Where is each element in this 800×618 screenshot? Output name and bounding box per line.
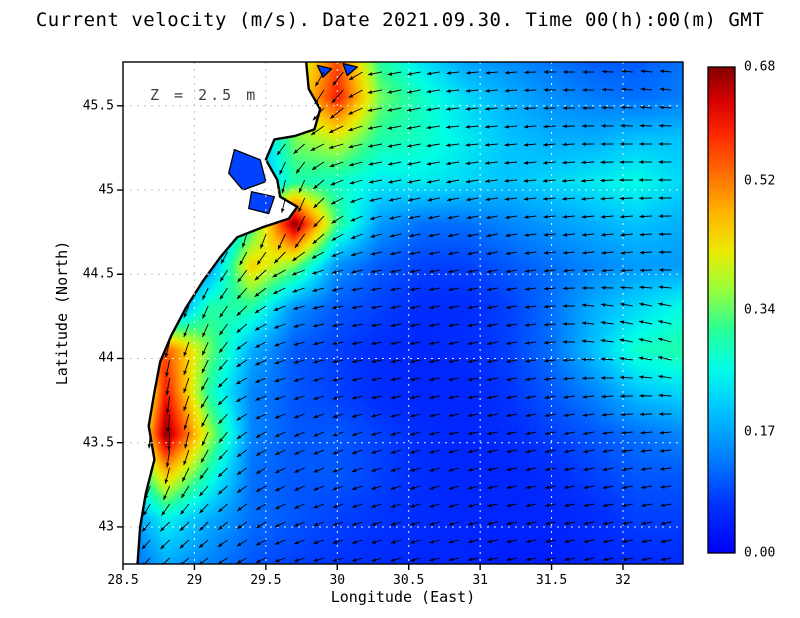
y-tick-label: 43: [98, 519, 114, 535]
colorbar-tick-label: 0.34: [744, 302, 776, 318]
x-tick-label: 29.5: [250, 573, 282, 588]
x-tick-label: 29: [186, 573, 203, 588]
y-axis-label: Latitude (North): [53, 240, 71, 386]
y-tick-label: 43.5: [82, 435, 114, 451]
y-tick-label: 45: [98, 182, 114, 198]
x-tick-label: 31: [472, 573, 488, 588]
colorbar-tick-label: 0.00: [744, 545, 776, 561]
colorbar-tick-label: 0.68: [744, 59, 776, 75]
x-axis-label: Longitude (East): [330, 588, 476, 606]
x-tick-label: 30: [329, 573, 346, 588]
y-tick-label: 44: [98, 350, 114, 366]
x-tick-label: 32: [615, 573, 631, 588]
x-tick-label: 30.5: [393, 573, 425, 588]
colorbar-tick-label: 0.17: [744, 424, 776, 439]
x-tick-label: 31.5: [535, 573, 568, 588]
x-tick-label: 28.5: [107, 573, 139, 588]
y-tick-label: 44.5: [82, 266, 114, 282]
chart-title: Current velocity (m/s). Date 2021.09.30.…: [35, 9, 765, 31]
depth-annotation: Z = 2.5 m: [150, 86, 259, 104]
y-tick-label: 45.5: [82, 98, 114, 114]
colorbar-tick-label: 0.52: [744, 173, 776, 189]
